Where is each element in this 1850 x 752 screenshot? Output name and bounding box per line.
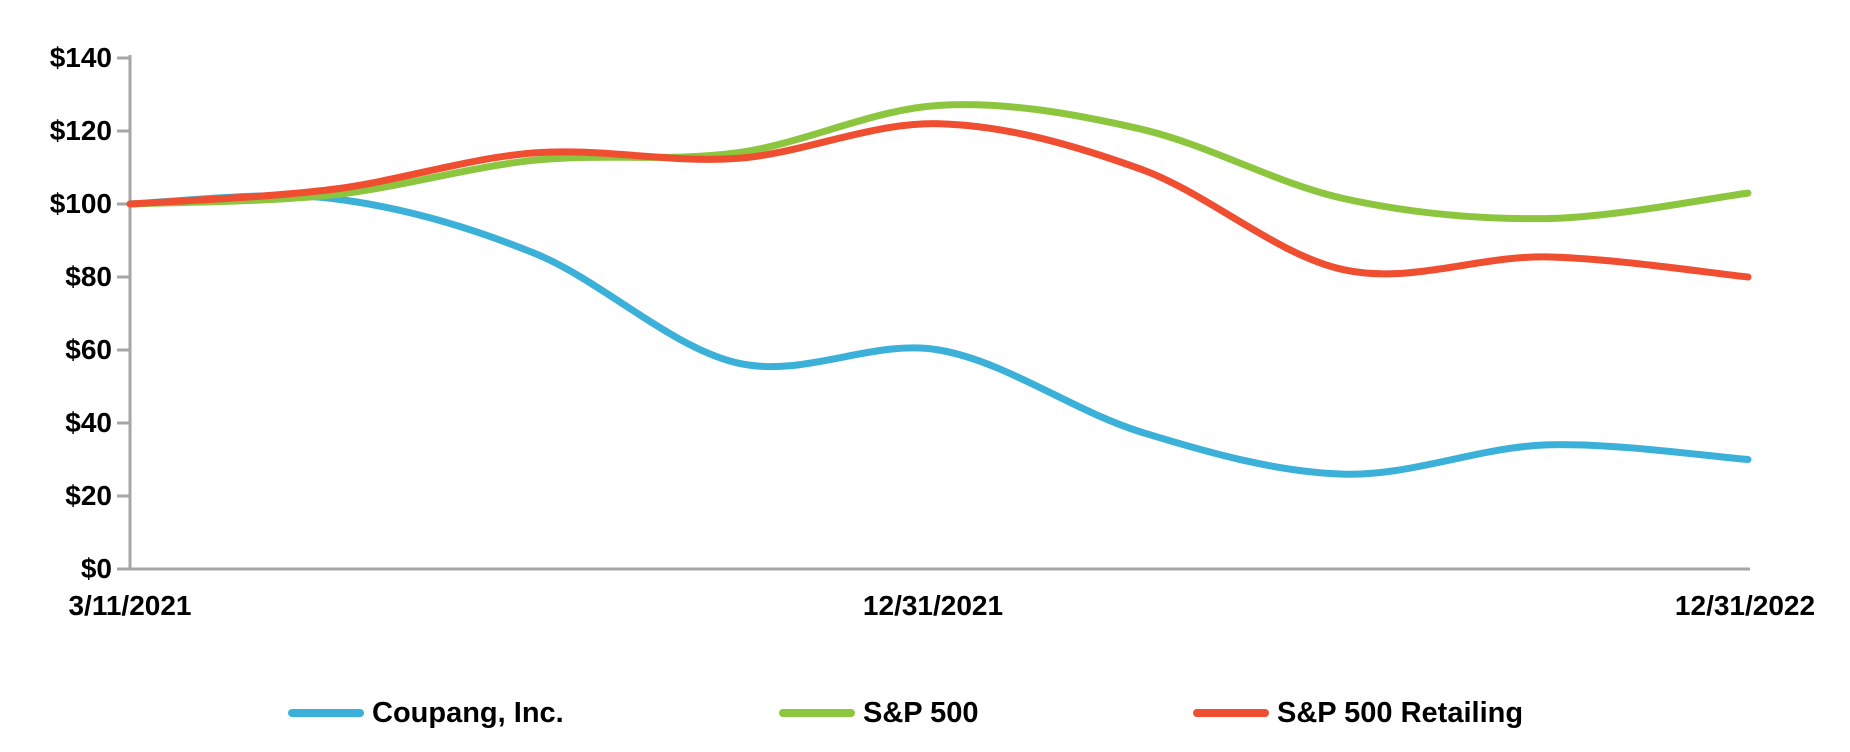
y-axis-label: $60 xyxy=(65,334,112,365)
sp500-line-swatch xyxy=(779,709,855,717)
y-axis-label: $40 xyxy=(65,407,112,438)
legend-item: S&P 500 Retailing xyxy=(1193,696,1523,730)
legend-label: S&P 500 xyxy=(863,697,979,729)
sp500-retailing-line-swatch xyxy=(1193,709,1269,717)
line-series-s-p-500 xyxy=(126,101,1752,223)
line-series-s-p-500-retailing xyxy=(126,120,1752,281)
line-series-coupang-inc xyxy=(126,192,1752,478)
y-axis-label: $20 xyxy=(65,480,112,511)
legend-label: S&P 500 Retailing xyxy=(1277,697,1524,729)
coupang-line-swatch xyxy=(288,709,364,717)
legend-item: Coupang, Inc. xyxy=(288,696,564,730)
x-axis-label: 12/31/2021 xyxy=(862,590,1004,621)
x-axis-label: 12/31/2022 xyxy=(1674,590,1816,621)
x-axis-label: 3/11/2021 xyxy=(68,590,192,621)
legend-label: Coupang, Inc. xyxy=(372,697,564,729)
legend-item: S&P 500 xyxy=(779,696,979,730)
y-axis-label: $140 xyxy=(49,42,112,73)
y-axis-label: $100 xyxy=(49,188,112,219)
legend: Coupang, Inc. S&P 500 S&P 500 Retailing xyxy=(0,696,1850,730)
y-axis-label: $120 xyxy=(49,115,112,146)
y-axis-label: $0 xyxy=(80,553,112,584)
y-axis-label: $80 xyxy=(65,261,112,292)
